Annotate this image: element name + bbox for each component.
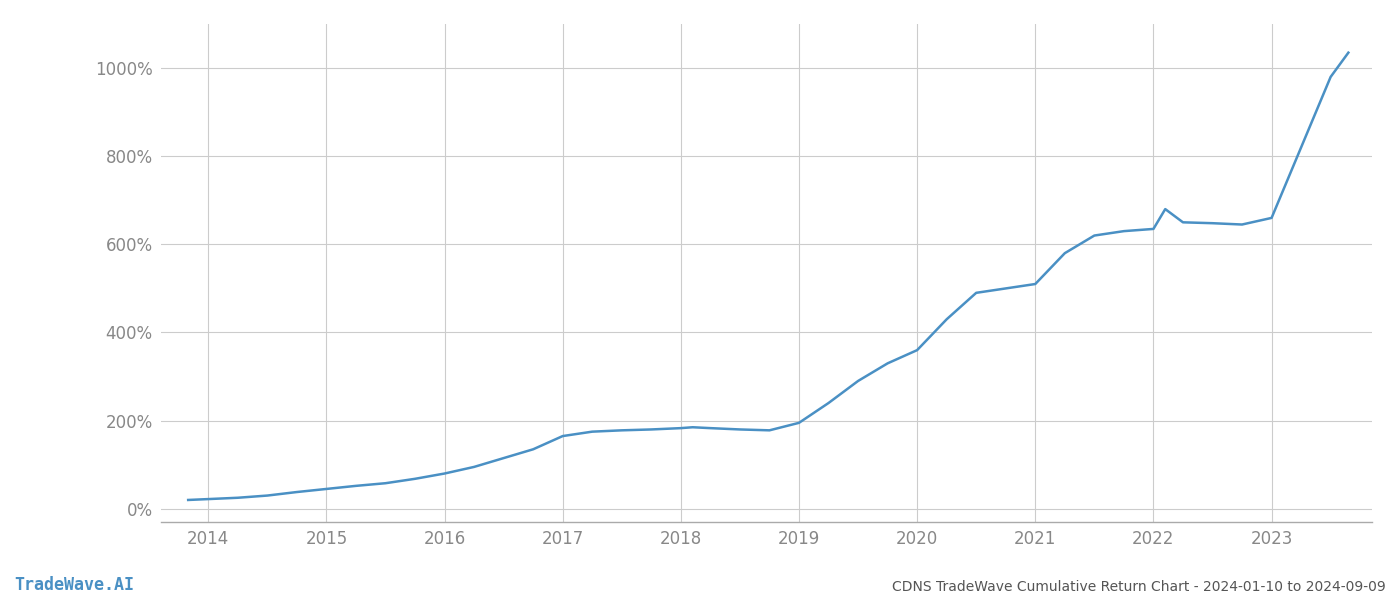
Text: TradeWave.AI: TradeWave.AI (14, 576, 134, 594)
Text: CDNS TradeWave Cumulative Return Chart - 2024-01-10 to 2024-09-09: CDNS TradeWave Cumulative Return Chart -… (892, 580, 1386, 594)
